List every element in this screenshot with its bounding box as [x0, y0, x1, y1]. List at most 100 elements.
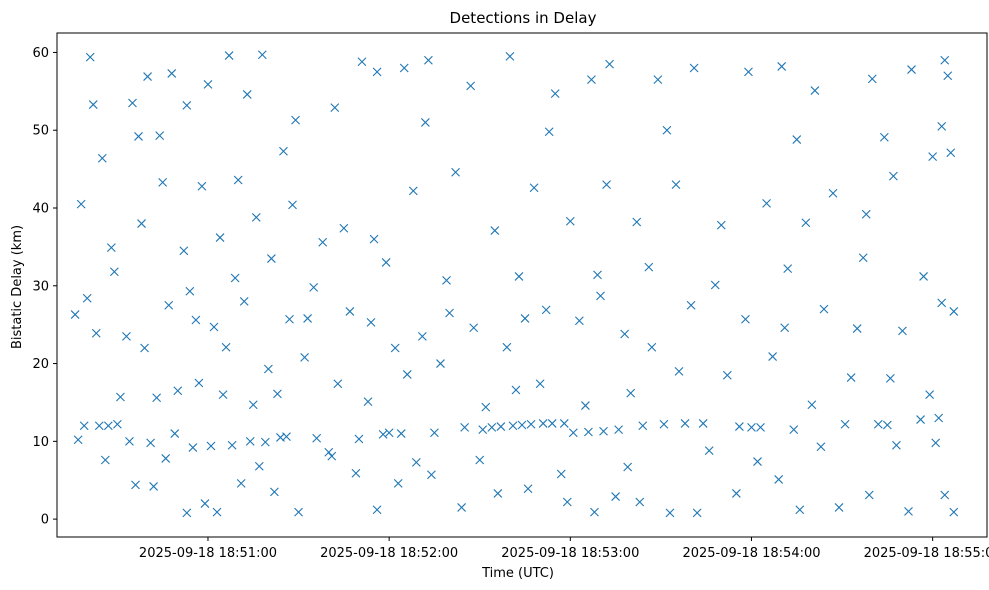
data-point: [236, 478, 246, 488]
data-point: [79, 421, 89, 431]
data-point: [427, 470, 436, 480]
y-tick-label: 40: [32, 202, 49, 217]
y-tick-label: 60: [32, 46, 49, 61]
data-point: [215, 233, 225, 242]
data-point: [777, 62, 787, 71]
data-point: [116, 392, 125, 402]
data-point: [626, 388, 636, 398]
data-point: [756, 422, 765, 432]
data-point: [357, 57, 367, 67]
data-point: [596, 291, 605, 301]
data-point: [879, 132, 889, 142]
data-point: [131, 480, 140, 490]
data-point: [475, 455, 485, 465]
data-point: [873, 419, 883, 429]
data-point: [460, 422, 470, 432]
data-point: [457, 503, 466, 512]
data-point: [85, 52, 95, 62]
data-point: [529, 183, 539, 193]
data-point: [230, 273, 240, 283]
data-point: [188, 443, 198, 452]
data-point: [632, 217, 642, 227]
data-point: [113, 419, 122, 429]
data-point: [288, 200, 297, 210]
data-point: [155, 131, 165, 141]
data-point: [680, 419, 690, 428]
data-point: [442, 275, 451, 285]
data-point: [94, 421, 104, 431]
data-point: [556, 469, 566, 479]
data-point: [550, 89, 560, 99]
data-point: [300, 352, 309, 362]
data-point: [270, 487, 279, 497]
x-tick-label: 2025-09-18 18:53:00: [501, 546, 639, 561]
data-point: [372, 67, 382, 77]
data-point: [478, 425, 488, 435]
data-point: [97, 153, 107, 163]
data-point: [819, 304, 829, 314]
y-tick-label: 50: [32, 124, 49, 139]
data-point: [469, 323, 479, 333]
data-point: [146, 438, 155, 448]
data-point: [408, 186, 418, 196]
data-point: [218, 390, 228, 400]
data-point: [807, 400, 817, 410]
data-point: [514, 272, 524, 281]
data-point: [294, 507, 303, 517]
data-point: [614, 425, 624, 435]
data-point: [861, 209, 871, 219]
data-point: [801, 218, 811, 228]
data-point: [698, 419, 708, 428]
data-point: [659, 419, 669, 429]
data-point: [185, 286, 195, 296]
data-point: [852, 324, 862, 333]
data-point: [239, 296, 249, 306]
data-point: [882, 420, 892, 430]
data-point: [393, 478, 403, 488]
data-point: [919, 272, 928, 281]
data-point: [816, 442, 826, 452]
data-point: [70, 310, 80, 319]
data-point: [399, 63, 409, 73]
data-point: [789, 425, 799, 435]
data-point: [245, 436, 255, 446]
data-point: [242, 90, 252, 99]
data-point: [279, 146, 288, 156]
data-point: [82, 293, 92, 303]
data-point: [417, 331, 427, 341]
data-point: [916, 415, 925, 424]
data-point: [436, 359, 445, 368]
data-point: [638, 421, 648, 431]
data-point: [810, 86, 820, 95]
data-point: [662, 125, 672, 135]
data-point: [248, 400, 258, 410]
data-point: [378, 429, 388, 439]
data-point: [137, 219, 146, 228]
data-point: [774, 475, 784, 484]
data-points: [70, 50, 959, 518]
data-point: [140, 343, 149, 353]
data-point: [430, 428, 439, 438]
data-point: [372, 505, 382, 515]
data-point: [327, 451, 337, 461]
data-point: [466, 81, 476, 91]
data-point: [251, 212, 261, 222]
data-point: [898, 326, 907, 336]
data-point: [122, 331, 131, 341]
data-point: [644, 262, 654, 272]
data-point: [424, 55, 433, 65]
data-point: [363, 397, 373, 407]
data-point: [599, 426, 608, 436]
data-point: [200, 499, 210, 508]
data-point: [671, 180, 681, 190]
data-point: [312, 433, 322, 443]
data-point: [780, 323, 790, 333]
data-point: [511, 385, 521, 395]
data-point: [493, 489, 503, 498]
data-point: [602, 180, 611, 190]
data-point: [547, 419, 557, 428]
data-point: [828, 188, 838, 198]
data-point: [263, 364, 273, 374]
y-tick-label: 20: [32, 357, 49, 372]
x-tick-label: 2025-09-18 18:55:00: [864, 546, 989, 561]
